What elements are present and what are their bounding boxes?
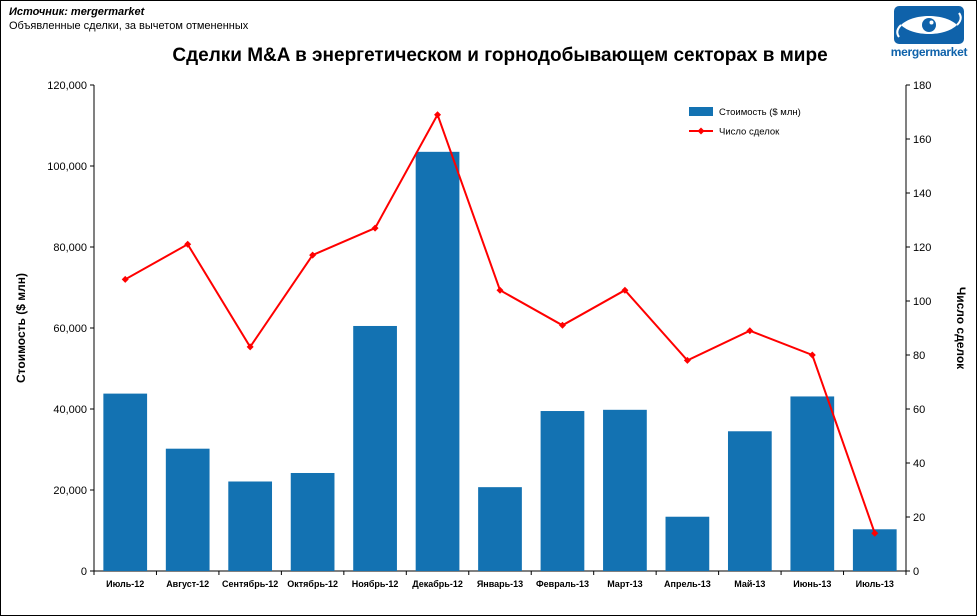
x-axis-category-label: Апрель-13 xyxy=(664,579,711,589)
left-axis-tick-label: 120,000 xyxy=(47,80,87,92)
left-axis-title: Стоимость ($ млн) xyxy=(14,273,28,383)
left-axis-tick-label: 100,000 xyxy=(47,161,87,173)
legend-line-marker xyxy=(697,127,705,135)
mergermarket-wordmark: mergermarket xyxy=(890,45,968,59)
deal-count-marker xyxy=(746,327,754,335)
value-bar xyxy=(540,411,585,571)
mergermarket-logo: mergermarket xyxy=(890,6,968,59)
deal-count-marker xyxy=(496,286,504,294)
deals-note: Объявленные сделки, за вычетом отмененны… xyxy=(9,20,249,32)
deal-count-marker xyxy=(683,356,691,364)
right-axis-tick-label: 160 xyxy=(913,134,931,146)
right-axis-tick-label: 100 xyxy=(913,296,931,308)
chart-header: Источник: mergermarket Объявленные сделк… xyxy=(9,5,248,33)
eye-icon xyxy=(894,6,964,44)
value-bar xyxy=(727,431,772,571)
left-axis-tick-label: 60,000 xyxy=(53,323,87,335)
x-axis-category-label: Февраль-13 xyxy=(536,579,589,589)
right-axis-tick-label: 40 xyxy=(913,458,925,470)
x-axis-category-label: Март-13 xyxy=(607,579,642,589)
value-bar xyxy=(415,151,460,571)
right-axis-tick-label: 60 xyxy=(913,404,925,416)
right-axis-tick-label: 140 xyxy=(913,188,931,200)
x-axis-category-label: Декабрь-12 xyxy=(412,579,463,589)
value-bar xyxy=(603,409,647,571)
deal-count-marker xyxy=(246,343,254,351)
x-axis-category-label: Август-12 xyxy=(166,579,209,589)
deal-count-marker xyxy=(309,251,317,259)
deal-count-marker xyxy=(621,286,629,294)
x-axis-category-label: Январь-13 xyxy=(477,579,523,589)
deal-count-marker xyxy=(808,351,816,359)
right-axis-tick-label: 80 xyxy=(913,350,925,362)
value-bar xyxy=(228,481,273,571)
x-axis-category-label: Июнь-13 xyxy=(793,579,831,589)
legend-line-label: Число сделок xyxy=(719,127,780,138)
deal-count-marker xyxy=(558,321,566,329)
value-bar xyxy=(790,396,835,571)
deal-count-marker xyxy=(871,529,879,537)
left-axis-tick-label: 20,000 xyxy=(53,485,87,497)
legend-bar-label: Стоимость ($ млн) xyxy=(719,107,801,118)
deal-count-marker xyxy=(121,275,129,283)
x-axis-category-label: Октябрь-12 xyxy=(287,579,338,589)
deal-count-marker xyxy=(434,111,442,119)
value-bar xyxy=(353,325,397,571)
right-axis-tick-label: 20 xyxy=(913,512,925,524)
left-axis-tick-label: 0 xyxy=(81,566,87,578)
left-axis-tick-label: 40,000 xyxy=(53,404,87,416)
source-note: Источник: mergermarket xyxy=(9,6,145,18)
x-axis-category-label: Сентябрь-12 xyxy=(222,579,278,589)
value-bar xyxy=(665,516,710,571)
right-axis-title: Число сделок xyxy=(954,287,968,370)
x-axis-category-label: Июль-13 xyxy=(856,579,894,589)
deal-count-marker xyxy=(371,224,379,232)
value-bar xyxy=(290,472,335,571)
legend-bar-swatch xyxy=(689,107,713,116)
right-axis-tick-label: 120 xyxy=(913,242,931,254)
value-bar xyxy=(478,487,522,571)
chart-title: Сделки M&A в энергетическом и горнодобыв… xyxy=(172,45,827,66)
x-axis-category-label: Ноябрь-12 xyxy=(352,579,399,589)
left-axis-tick-label: 80,000 xyxy=(53,242,87,254)
deal-count-marker xyxy=(184,240,192,248)
right-axis-tick-label: 0 xyxy=(913,566,919,578)
value-bar xyxy=(165,448,210,571)
x-axis-category-label: Май-13 xyxy=(734,579,765,589)
value-bar xyxy=(103,393,148,571)
right-axis-tick-label: 180 xyxy=(913,80,931,92)
x-axis-category-label: Июль-12 xyxy=(106,579,144,589)
